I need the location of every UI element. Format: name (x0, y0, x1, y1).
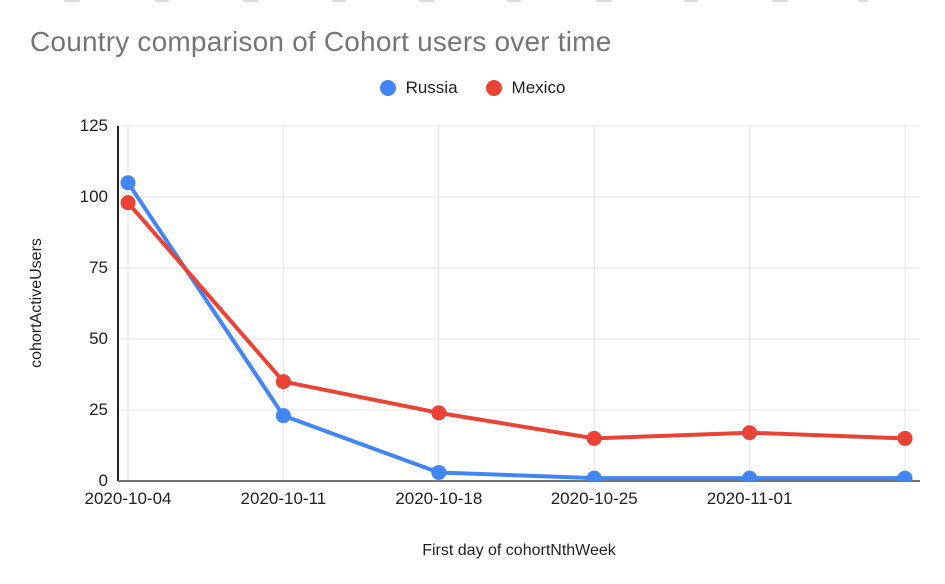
legend-item-russia: Russia (379, 78, 458, 98)
data-point-mexico (897, 430, 913, 446)
data-point-mexico (742, 425, 758, 441)
x-tick-label: 2020-10-04 (84, 489, 172, 508)
chart-legend: Russia Mexico (0, 78, 945, 98)
legend-dot-icon (379, 80, 396, 96)
data-point-russia (897, 470, 913, 481)
legend-item-mexico: Mexico (485, 78, 566, 98)
data-point-mexico (431, 405, 447, 421)
legend-item-label: Russia (405, 78, 458, 97)
y-tick-label: 50 (89, 329, 108, 348)
y-tick-label: 25 (89, 400, 108, 419)
data-point-russia (120, 175, 136, 191)
top-edge-artifact-mark (332, 0, 346, 2)
data-point-mexico (275, 374, 291, 390)
chart-title: Country comparison of Cohort users over … (30, 26, 612, 57)
top-edge-artifact-mark (684, 0, 698, 2)
series-line-russia (126, 180, 907, 481)
legend-dot-icon (485, 80, 502, 96)
top-edge-artifact-mark (772, 0, 788, 2)
series-group (120, 175, 913, 481)
top-edge-artifacts (0, 0, 945, 3)
x-tick-label: 2020-10-25 (550, 489, 638, 508)
data-point-mexico (120, 195, 136, 211)
data-point-russia (431, 464, 447, 480)
top-edge-artifact-mark (596, 0, 612, 2)
y-tick-label: 75 (89, 258, 108, 277)
top-edge-artifact-mark (155, 0, 169, 2)
top-edge-artifact-mark (243, 0, 259, 2)
data-point-russia (275, 408, 291, 424)
y-tick-label: 100 (79, 187, 108, 206)
data-point-russia (742, 470, 758, 481)
x-tick-label: 2020-11-01 (706, 489, 793, 508)
top-edge-artifact-mark (419, 0, 435, 2)
x-tick-label: 2020-10-11 (240, 489, 327, 508)
y-tick-label: 125 (79, 116, 108, 135)
legend-item-label: Mexico (511, 78, 566, 97)
x-tick-label: 2020-10-18 (395, 489, 483, 508)
top-edge-artifact-mark (858, 0, 868, 2)
data-point-mexico (586, 430, 602, 446)
y-axis-title: cohortActiveUsers (28, 238, 45, 368)
x-axis-title: First day of cohortNthWeek (422, 542, 616, 559)
data-point-russia (586, 470, 602, 481)
top-edge-artifact-mark (507, 0, 521, 2)
series-line-mexico (126, 200, 907, 441)
top-edge-artifact-mark (64, 0, 80, 2)
y-tick-label: 0 (98, 471, 108, 490)
